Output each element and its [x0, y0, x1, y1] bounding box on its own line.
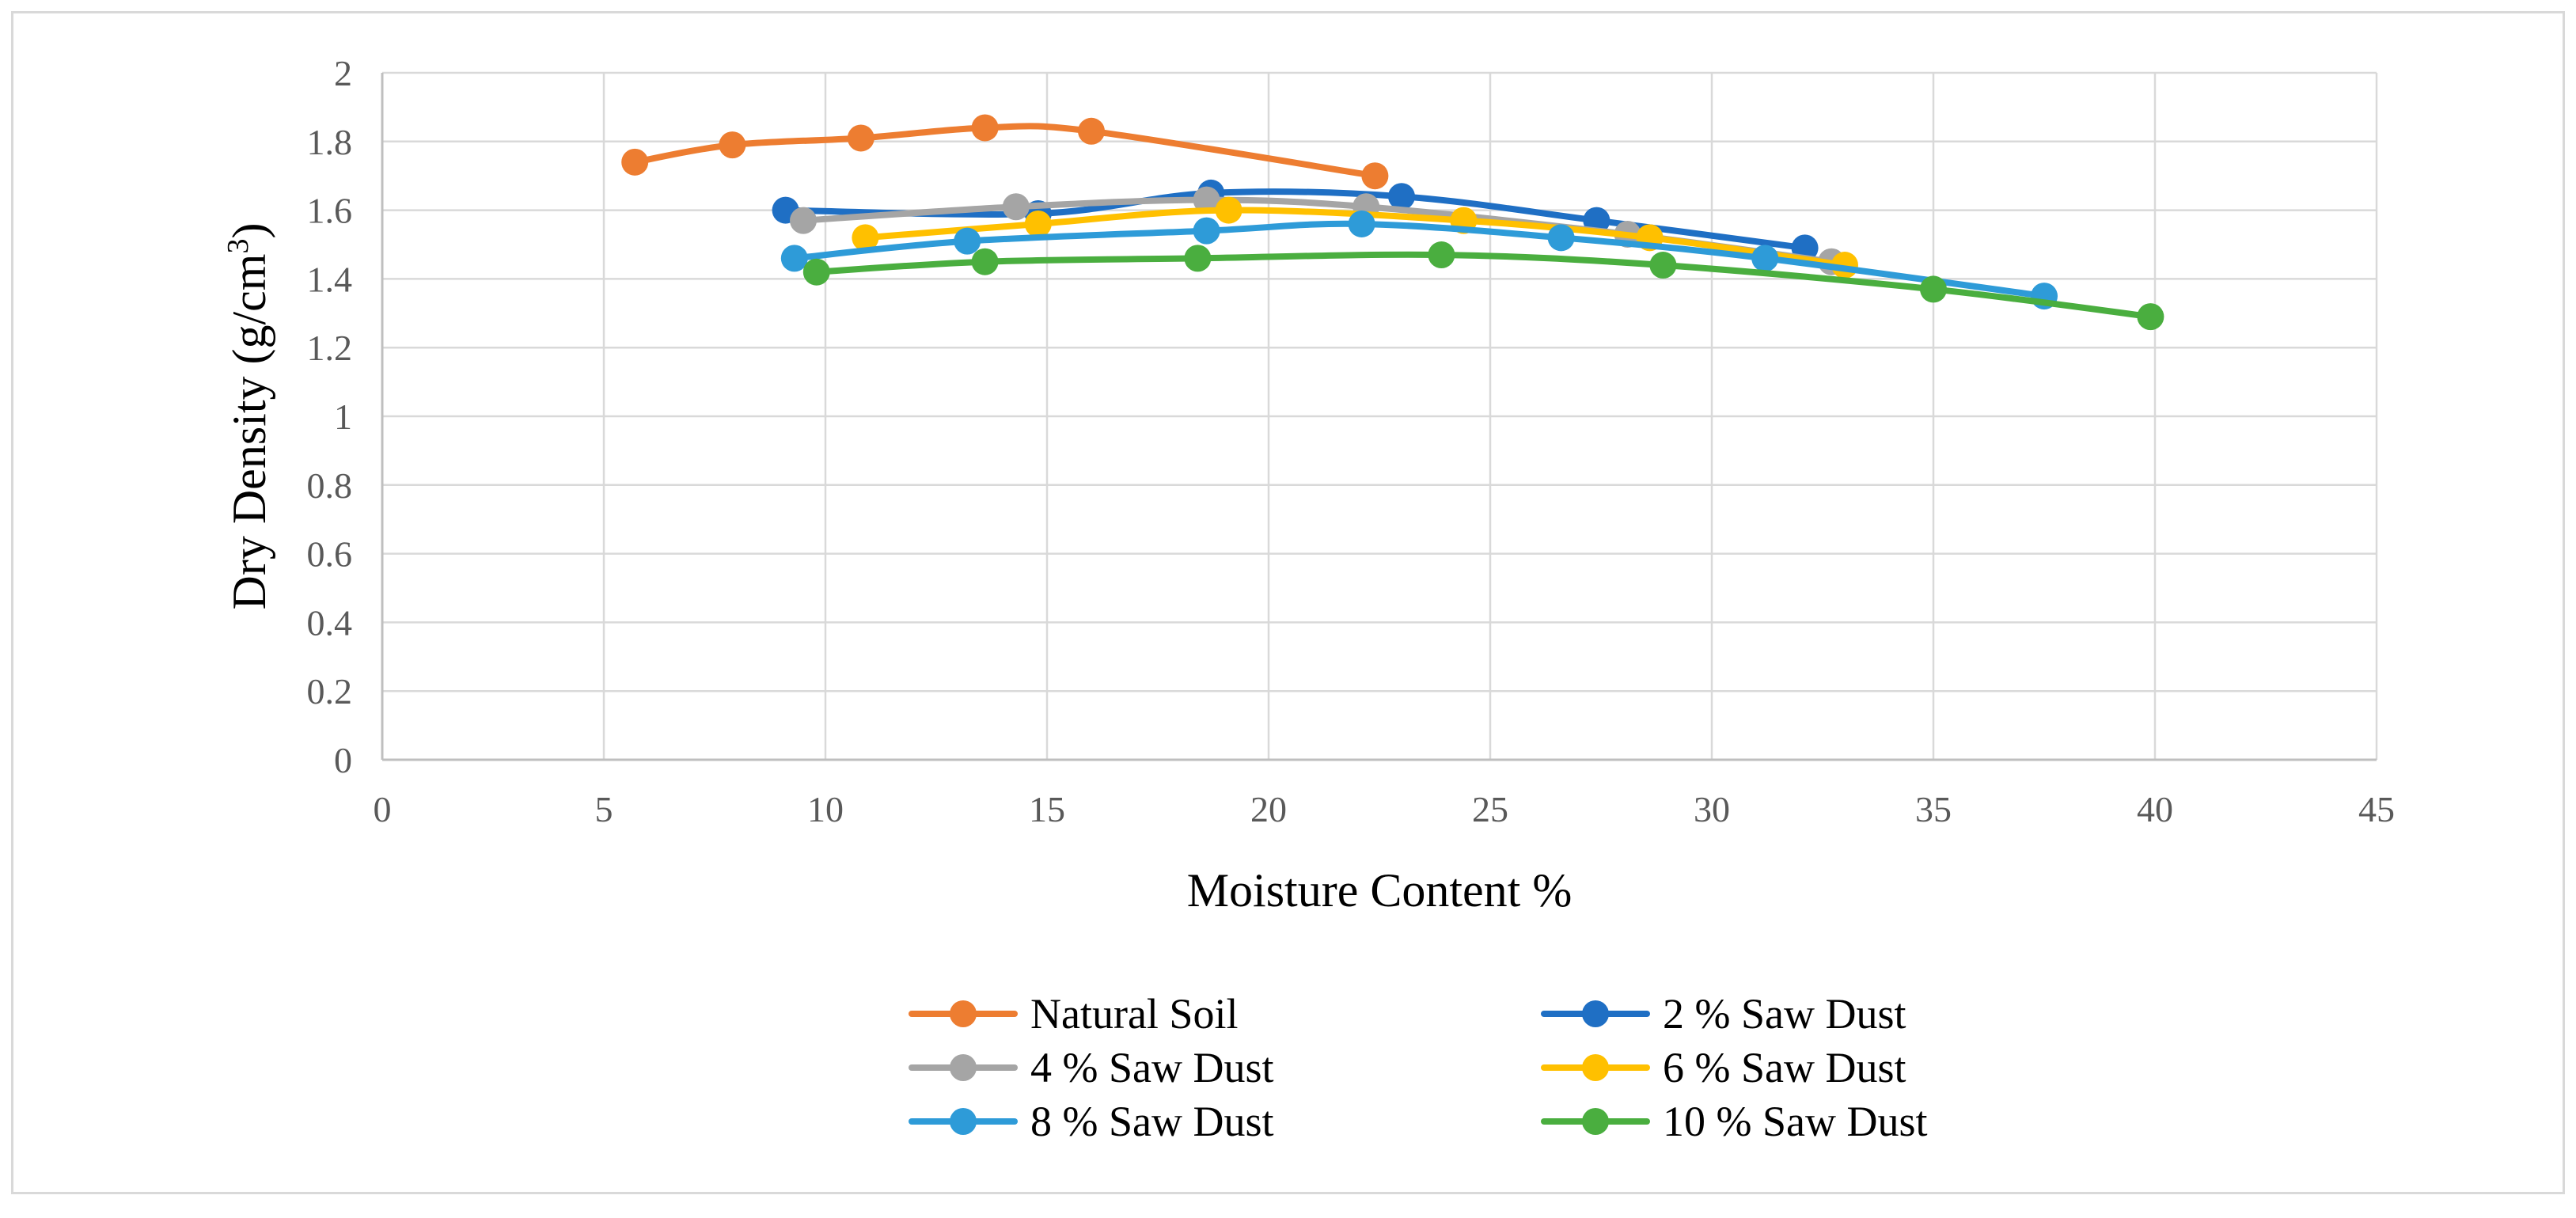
legend-item: 4 % Saw Dust	[909, 1044, 1274, 1091]
data-point	[971, 248, 999, 275]
legend-swatch-marker	[1582, 1054, 1609, 1081]
data-point	[1078, 117, 1105, 145]
y-tick-label: 0.4	[307, 602, 353, 643]
y-tick-label: 1.2	[307, 328, 353, 368]
data-point	[719, 131, 746, 159]
y-axis-title-close: )	[223, 223, 275, 239]
series-6	[802, 241, 2164, 331]
legend-label: 10 % Saw Dust	[1663, 1098, 1928, 1145]
x-axis-title: Moisture Content %	[1187, 864, 1573, 916]
x-tick-label: 10	[807, 789, 844, 829]
data-point	[1348, 210, 1375, 237]
data-point	[1649, 252, 1677, 279]
data-point	[1024, 210, 1052, 237]
x-tick-label: 25	[1472, 789, 1508, 829]
data-point	[971, 114, 999, 142]
legend-label: 4 % Saw Dust	[1030, 1044, 1274, 1091]
x-tick-label: 0	[374, 789, 392, 829]
plot-series	[621, 114, 2164, 331]
data-point	[1193, 217, 1220, 245]
data-point	[847, 124, 874, 152]
axes: 00.20.40.60.811.21.41.61.820 5 10 15 20 25 30 3…	[307, 53, 2396, 829]
data-point	[1920, 275, 1947, 303]
legend-item: 8 % Saw Dust	[909, 1098, 1274, 1145]
legend-item: 10 % Saw Dust	[1541, 1098, 1928, 1145]
y-axis-title-main: Dry Density (g/cm	[223, 254, 275, 610]
data-point	[2137, 303, 2164, 331]
grid	[382, 71, 2378, 760]
data-point	[1215, 196, 1242, 224]
y-tick-label: 1.6	[307, 191, 353, 231]
x-tick-label: 40	[2137, 789, 2173, 829]
data-point	[1428, 241, 1455, 269]
y-tick-label: 1	[334, 397, 352, 437]
y-tick-label: 2	[334, 53, 352, 93]
data-point	[954, 227, 981, 255]
x-tick-label: 20	[1250, 789, 1287, 829]
y-axis-title: Dry Density (g/cm3)	[222, 223, 275, 610]
x-tick-label: 35	[1915, 789, 1952, 829]
x-tick-label: 30	[1694, 789, 1730, 829]
legend-label: Natural Soil	[1030, 990, 1238, 1038]
data-point	[1547, 224, 1575, 252]
y-tick-label: 0	[334, 740, 352, 780]
y-tick-label: 1.4	[307, 259, 353, 299]
data-point	[1184, 245, 1212, 272]
data-point	[802, 258, 830, 286]
legend-label: 6 % Saw Dust	[1663, 1044, 1906, 1091]
x-tick-label: 5	[595, 789, 613, 829]
legend-item: 6 % Saw Dust	[1541, 1044, 1906, 1091]
legend-item: 2 % Saw Dust	[1541, 990, 1906, 1038]
y-tick-label: 0.8	[307, 465, 353, 506]
data-point	[852, 224, 879, 252]
legend-swatch-marker	[950, 1108, 977, 1135]
data-point	[1388, 183, 1415, 211]
legend-label: 2 % Saw Dust	[1663, 990, 1906, 1038]
data-point	[780, 245, 808, 272]
legend-label: 8 % Saw Dust	[1030, 1098, 1274, 1145]
legend-swatch-marker	[950, 1000, 977, 1027]
legend-swatch-marker	[950, 1054, 977, 1081]
legend: Natural Soil 2 % Saw Dust 4 % Saw Dust 6 % …	[909, 990, 1928, 1145]
x-tick-label: 15	[1029, 789, 1065, 829]
data-point	[621, 148, 649, 176]
data-point	[790, 207, 817, 234]
x-tick-label: 45	[2358, 789, 2395, 829]
data-point	[1193, 186, 1220, 214]
legend-item: Natural Soil	[909, 990, 1238, 1038]
y-tick-label: 1.8	[307, 122, 353, 162]
series-1	[621, 114, 1389, 190]
legend-swatch-marker	[1582, 1108, 1609, 1135]
chart-frame: 0 0.2 0.4 0.6 0.8 1 1.2 1.4 1.6 1.8 2 0 5 10 15 20 25 30 3…	[11, 11, 2565, 1194]
y-tick-label: 0.6	[307, 534, 353, 575]
y-tick-label: 0.2	[307, 671, 353, 711]
chart-svg: 00.20.40.60.811.21.41.61.820 5 10 15 20 25 30 3…	[222, 53, 2396, 1145]
data-point	[1751, 245, 1779, 272]
data-point	[1002, 193, 1030, 221]
series-line	[632, 123, 1379, 180]
legend-swatch-marker	[1582, 1000, 1609, 1027]
y-axis-title-superscript: 3	[222, 239, 255, 254]
data-point	[1361, 162, 1389, 190]
